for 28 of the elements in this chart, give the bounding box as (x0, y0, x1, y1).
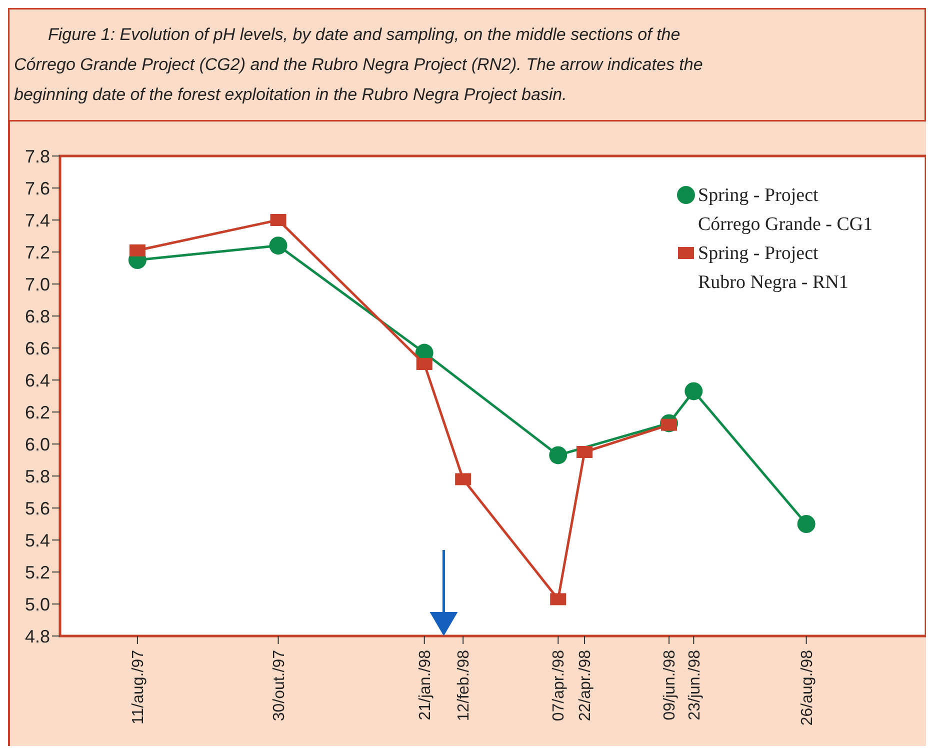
y-tick-label: 7.2 (24, 242, 50, 262)
x-tick-label: 30/out./97 (270, 650, 288, 722)
y-tick-label: 7.4 (24, 210, 50, 230)
chart-title: Figure 1: Evolution of pH levels, by date and sampling, on the middle sections of the Córrego Grande Project (CG2) and the Rubro Negra Project (RN2). The arrow indicates the beginning date of the forest exploitation in the Rubro Negra Project basin. (14, 25, 703, 104)
x-tick-label: 22/apr./98 (577, 650, 594, 722)
y-tick-label: 7.8 (24, 146, 50, 166)
legend-label: Spring - Project Córrego Grande - CG1 (698, 185, 873, 235)
x-tick-label: 12/feb./98 (456, 650, 473, 722)
y-tick-label: 5.8 (24, 466, 50, 486)
y-tick-label: 4.8 (24, 626, 50, 646)
x-tick-label: 21/jan./98 (416, 650, 434, 720)
x-tick-label: 23/jun./98 (686, 650, 704, 720)
y-tick-label: 7.0 (24, 274, 50, 294)
y-tick-label: 5.4 (24, 530, 50, 550)
x-tick-label: 26/aug./98 (798, 650, 816, 726)
y-tick-label: 6.8 (24, 306, 50, 326)
y-tick-label: 6.6 (24, 338, 50, 358)
y-tick-label: 7.6 (24, 178, 50, 198)
y-tick-label: 6.4 (24, 370, 50, 390)
legend-label: Spring - Project Rubro Negra - RN1 (698, 243, 848, 293)
y-tick-label: 5.2 (24, 562, 50, 582)
x-tick-label: 07/apr./98 (550, 650, 568, 722)
x-tick-label: 09/jun./98 (662, 650, 679, 720)
y-tick-label: 5.6 (24, 498, 50, 518)
x-tick-label: 11/aug./97 (130, 650, 148, 724)
y-tick-label: 6.2 (24, 402, 50, 422)
y-tick-label: 6.0 (24, 434, 50, 454)
y-tick-label: 5.0 (24, 594, 50, 614)
